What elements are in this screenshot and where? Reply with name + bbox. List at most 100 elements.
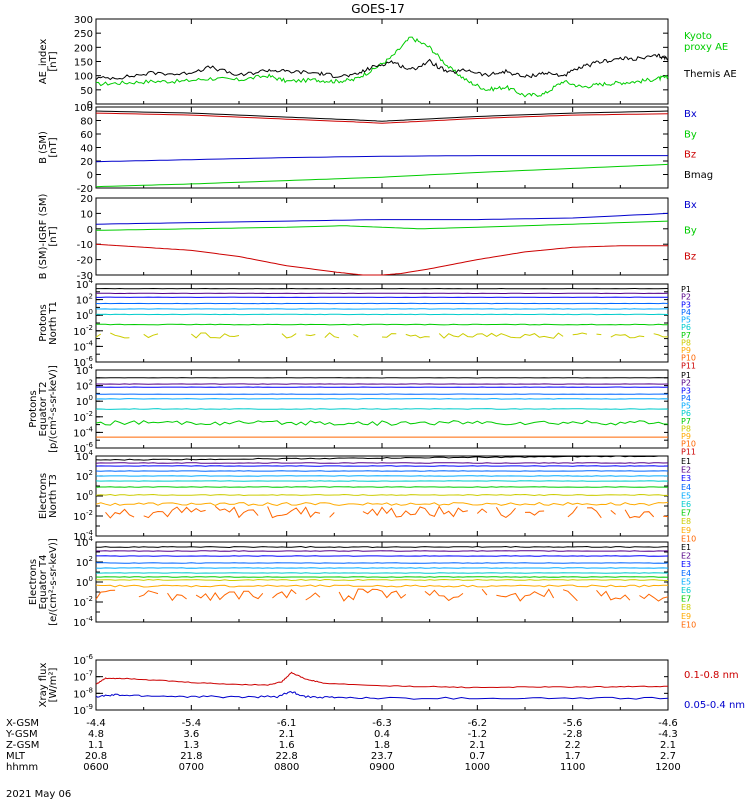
plot-title: GOES-17 [351,2,405,16]
y-tick-label: 102 [76,555,93,569]
y-tick-label: 10-9 [73,703,93,717]
channel-P8 [306,335,316,336]
coord-value: 22.8 [276,751,298,762]
channel-P7 [96,421,668,426]
channel-E10 [482,589,487,595]
y-tick-label: 60 [80,130,93,141]
coord-value: 1.1 [88,740,104,751]
y-tick-label: 100 [76,308,93,322]
y-tick-label: 104 [76,535,94,549]
channel-E10 [496,589,553,601]
y-tick-label: 0 [87,225,93,236]
legend-P11: P11 [681,361,696,370]
coord-value: 1200 [655,762,680,773]
coord-value: -6.1 [277,718,297,729]
channel-P8 [191,333,239,338]
y-tick-label: 104 [76,449,94,463]
y-tick-label: 104 [76,277,94,291]
channel-P8 [597,334,602,335]
y-tick-label: 80 [80,117,93,128]
coord-value: 0.7 [469,751,485,762]
coord-value: 1000 [465,762,490,773]
coord-value: 0800 [274,762,299,773]
channel-P7 [96,324,668,325]
legend-label: Bz [684,150,696,161]
panel-frame [96,19,668,104]
series-bx [96,213,668,224]
channel-P8 [96,334,101,337]
channel-E10 [525,511,544,515]
y-tick-label: -10 [77,240,93,251]
coord-value: 1.6 [279,740,295,751]
channel-E9 [96,503,668,506]
y-tick-label: 10-2 [73,509,93,523]
channel-P5 [96,399,668,400]
legend-P11: P11 [681,447,696,456]
panel-frame [96,542,668,622]
row-label: hhmm [6,762,38,773]
coord-value: -4.3 [658,729,678,740]
channel-P8 [573,333,587,335]
y-tick-label: 50 [80,86,93,97]
y-tick-label: 102 [76,379,93,393]
y-tick-label: 20 [80,194,93,205]
legend-label: Kyoto [684,31,712,42]
coord-value: -4.6 [658,718,678,729]
channel-E10 [168,593,187,600]
coord-value: 0.4 [374,729,390,740]
y-tick-label: 10-4 [73,615,93,629]
coord-value: 3.6 [183,729,199,740]
legend-label: Bz [684,251,696,262]
y-tick-label: 40 [80,144,93,155]
coord-value: 1100 [560,762,585,773]
channel-P8 [611,335,644,338]
coord-value: 4.8 [88,729,104,740]
channel-E10 [639,594,668,601]
y-tick-label: 10-4 [73,425,93,439]
legend-label: By [684,226,697,237]
y-axis-label: North T1 [48,301,59,345]
channel-E10 [196,591,263,600]
y-tick-label: 100 [76,489,93,503]
channel-E10 [215,506,258,517]
channel-E10 [306,593,320,600]
series-0.1-0.8-nm [96,672,668,687]
coord-value: 1.3 [183,740,199,751]
coord-value: 20.8 [85,751,107,762]
channel-P8 [282,334,296,338]
y-tick-label: 0 [87,171,93,182]
row-label: MLT [6,751,26,762]
channel-E8 [96,495,668,496]
channel-E10 [563,590,577,601]
channel-E10 [425,590,463,600]
channel-E10 [144,507,206,517]
y-tick-label: 10-2 [73,410,93,424]
channel-P8 [325,333,339,338]
panel-frame [96,456,668,536]
legend-E10: E10 [681,620,696,629]
channel-P6 [96,314,668,315]
channel-P8 [110,333,129,338]
channel-P8 [439,333,563,338]
channel-E10 [496,507,515,517]
coord-value: -6.2 [468,718,488,729]
y-tick-label: 102 [76,293,93,307]
panel-frame [96,107,668,188]
channel-E10 [268,507,320,518]
date-label: 2021 May 06 [6,789,71,800]
y-axis-label: [p/(cm²-s-sr-keV)] [48,365,59,453]
legend-label: Bx [684,109,697,120]
panel-frame [96,198,668,275]
channel-E10 [106,509,135,518]
channel-E10 [611,510,616,514]
channel-E9 [96,585,668,587]
y-tick-label: 250 [74,29,93,40]
legend-label: By [684,129,697,140]
y-tick-label: 10-2 [73,595,93,609]
